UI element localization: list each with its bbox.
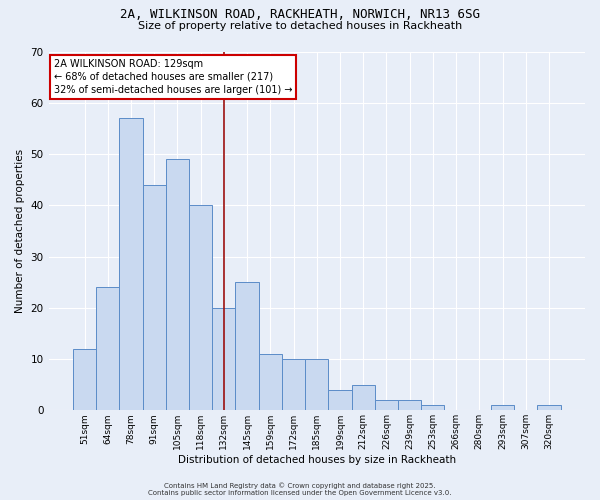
Bar — [398, 400, 421, 410]
Text: Size of property relative to detached houses in Rackheath: Size of property relative to detached ho… — [138, 21, 462, 31]
Bar — [305, 359, 328, 410]
Bar — [375, 400, 398, 410]
Text: 2A, WILKINSON ROAD, RACKHEATH, NORWICH, NR13 6SG: 2A, WILKINSON ROAD, RACKHEATH, NORWICH, … — [120, 8, 480, 20]
Bar — [538, 405, 560, 410]
Bar — [259, 354, 282, 410]
Bar — [328, 390, 352, 410]
Bar — [73, 349, 96, 410]
Bar — [119, 118, 143, 410]
Bar — [212, 308, 235, 410]
Bar — [491, 405, 514, 410]
Bar — [166, 159, 189, 410]
Bar — [96, 288, 119, 410]
Y-axis label: Number of detached properties: Number of detached properties — [15, 149, 25, 313]
X-axis label: Distribution of detached houses by size in Rackheath: Distribution of detached houses by size … — [178, 455, 456, 465]
Bar — [235, 282, 259, 410]
Bar — [143, 185, 166, 410]
Text: Contains public sector information licensed under the Open Government Licence v3: Contains public sector information licen… — [148, 490, 452, 496]
Bar — [421, 405, 445, 410]
Text: 2A WILKINSON ROAD: 129sqm
← 68% of detached houses are smaller (217)
32% of semi: 2A WILKINSON ROAD: 129sqm ← 68% of detac… — [54, 58, 292, 95]
Bar — [282, 359, 305, 410]
Bar — [189, 206, 212, 410]
Bar — [352, 384, 375, 410]
Text: Contains HM Land Registry data © Crown copyright and database right 2025.: Contains HM Land Registry data © Crown c… — [164, 482, 436, 489]
